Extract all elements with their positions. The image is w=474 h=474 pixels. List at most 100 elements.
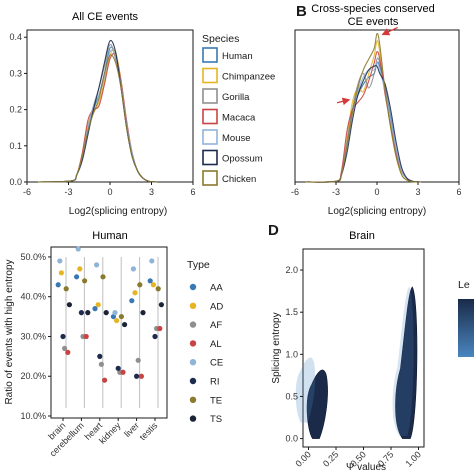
panel-c-point-ri bbox=[134, 373, 140, 379]
panel-d-xtick-label: 1.00 bbox=[403, 449, 422, 468]
panel-a-xtick-label: 3 bbox=[149, 187, 154, 197]
panel-c-point-ts bbox=[103, 310, 109, 316]
panel-c-point-af bbox=[98, 361, 104, 367]
panel-a-ytick-label: 0.0 bbox=[9, 177, 22, 187]
panel-c-point-ts bbox=[140, 310, 146, 316]
panel-a-density: All CE events -6 -3 0 3 6 0.0 0.1 0.2 0.3 0.4 Log… bbox=[9, 11, 275, 217]
panel-b-density: B Cross-species conserved CE events -6 -3… bbox=[291, 3, 462, 217]
panel-c-point-ts bbox=[66, 302, 72, 308]
panel-c-point-aa bbox=[74, 274, 80, 280]
panel-c-point-aa bbox=[110, 313, 116, 320]
type-legend-label: TE bbox=[210, 395, 222, 406]
panel-c-point-ce bbox=[130, 266, 136, 272]
panel-c-point-al bbox=[157, 325, 163, 332]
level-legend-title: Le bbox=[458, 279, 470, 291]
panel-b-xtick-label: 3 bbox=[415, 187, 420, 197]
panel-c-ytick-label: 50.0% bbox=[20, 252, 46, 262]
panel-c-point-ad bbox=[132, 290, 138, 296]
panel-c-point-ri bbox=[115, 365, 121, 371]
panel-a-line-chicken bbox=[38, 54, 158, 183]
panel-b-title: Cross-species conserved bbox=[311, 3, 435, 15]
panel-c-point-aa bbox=[147, 278, 153, 284]
panel-c-title: Human bbox=[92, 230, 127, 242]
type-legend-swatch bbox=[189, 377, 197, 385]
panel-c-point-ce bbox=[112, 310, 118, 316]
panel-c-ytick-label: 20.0% bbox=[20, 371, 46, 381]
panel-c-point-ri bbox=[97, 353, 103, 359]
panel-a-title: All CE events bbox=[72, 11, 139, 23]
panel-b-title-line2: CE events bbox=[348, 16, 399, 28]
panel-c-point-ad bbox=[77, 266, 83, 272]
type-legend-swatch bbox=[189, 340, 197, 347]
panel-d-density-blob-low-psi bbox=[306, 369, 328, 439]
panel-b-label: B bbox=[296, 3, 307, 20]
panel-a-ytick-label: 0.1 bbox=[9, 141, 22, 151]
type-legend-swatch bbox=[189, 302, 197, 309]
panel-c-point-al bbox=[120, 369, 126, 375]
panel-d-title: Brain bbox=[349, 230, 375, 242]
panel-c-point-ce bbox=[57, 258, 63, 264]
panel-c-point-al bbox=[65, 349, 71, 355]
species-legend-swatch bbox=[202, 67, 218, 84]
panel-c-point-ad bbox=[95, 302, 101, 308]
panel-c-plot-area bbox=[50, 246, 168, 419]
panel-d-ylabel: Splicing entropy bbox=[271, 312, 282, 383]
panel-c-point-te bbox=[63, 286, 69, 292]
panel-a-xlabel: Log2(splicing entropy) bbox=[69, 206, 167, 217]
species-legend-title: Species bbox=[202, 33, 239, 45]
panel-d-xtick-label: 0.25 bbox=[321, 449, 340, 468]
panel-c-point-aa bbox=[55, 282, 61, 288]
type-legend-label: RI bbox=[210, 377, 220, 388]
panel-d-ytick-label: 0.0 bbox=[285, 434, 298, 444]
panel-c-ytick-label: 30.0% bbox=[20, 331, 46, 341]
type-legend-label: CE bbox=[210, 358, 223, 369]
type-legend-label: AL bbox=[210, 339, 222, 350]
panel-b-line-chicken bbox=[305, 32, 421, 183]
panel-a-xtick-label: 0 bbox=[107, 187, 112, 197]
panel-d-ytick-label: 0.5 bbox=[285, 391, 298, 401]
type-legend-swatch bbox=[189, 283, 197, 291]
panel-c-point-af bbox=[135, 357, 141, 363]
panel-c-point-af bbox=[62, 345, 68, 352]
species-legend-label: Mouse bbox=[222, 133, 251, 144]
panel-c-xtick-label: testis bbox=[137, 420, 159, 442]
level-colorbar bbox=[458, 299, 474, 357]
panel-c-point-ad bbox=[58, 270, 64, 276]
panel-a-ytick-label: 0.2 bbox=[9, 105, 22, 115]
species-legend-swatch bbox=[202, 108, 218, 125]
panel-c-point-te bbox=[137, 282, 143, 288]
panel-b-xtick-label: -6 bbox=[291, 187, 299, 197]
panel-a-xtick-label: 6 bbox=[190, 187, 195, 197]
panel-c-point-ri bbox=[60, 333, 66, 340]
panel-a-xtick-label: -6 bbox=[23, 187, 31, 197]
species-legend-label: Chimpanzee bbox=[222, 72, 275, 83]
panel-c-ytick-label: 40.0% bbox=[20, 292, 46, 302]
panel-c-ylabel: Ratio of events with high entropy bbox=[4, 259, 15, 404]
panel-c-point-ts bbox=[122, 321, 128, 328]
panel-d-density-blob-high-psi bbox=[395, 286, 418, 439]
panel-b-xlabel: Log2(splicing entropy) bbox=[328, 206, 426, 217]
panel-c-point-ce bbox=[75, 246, 81, 252]
species-legend-swatch bbox=[202, 149, 218, 166]
panel-c-point-ce bbox=[149, 258, 155, 264]
panel-a-xtick-label: -3 bbox=[64, 187, 72, 197]
panel-b-annotation-arrow bbox=[336, 97, 351, 106]
panel-c-point-ad bbox=[114, 317, 120, 324]
type-legend-label: AD bbox=[210, 301, 223, 312]
panel-c-xtick-label: kidney bbox=[97, 420, 123, 446]
panel-d-xtick-label: 0.00 bbox=[293, 449, 312, 468]
panel-c-point-te bbox=[100, 274, 106, 280]
type-legend-label: AF bbox=[210, 320, 222, 331]
panel-c-point-ri bbox=[152, 333, 158, 340]
panel-b-xtick-label: 6 bbox=[456, 187, 461, 197]
panel-c-point-ts bbox=[85, 310, 91, 316]
panel-c-point-al bbox=[138, 373, 144, 379]
panel-b-xtick-label: 0 bbox=[374, 187, 379, 197]
panel-b-annotation-arrow bbox=[381, 26, 399, 36]
type-legend-swatch bbox=[189, 415, 197, 422]
type-legend-title: Type bbox=[187, 259, 210, 271]
species-legend-label: Gorilla bbox=[222, 92, 250, 103]
panel-c-ytick-label: 10.0% bbox=[20, 411, 46, 421]
panel-d-ytick-label: 2.0 bbox=[285, 265, 298, 275]
